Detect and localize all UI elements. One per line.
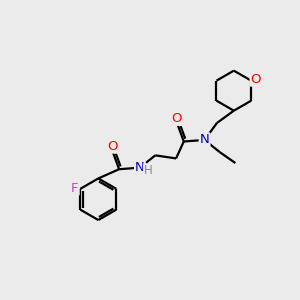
- Text: O: O: [250, 73, 261, 85]
- Text: N: N: [135, 161, 145, 174]
- Text: H: H: [144, 164, 153, 177]
- Text: O: O: [107, 140, 117, 153]
- Text: O: O: [172, 112, 182, 125]
- Text: F: F: [71, 182, 79, 195]
- Text: N: N: [200, 134, 209, 146]
